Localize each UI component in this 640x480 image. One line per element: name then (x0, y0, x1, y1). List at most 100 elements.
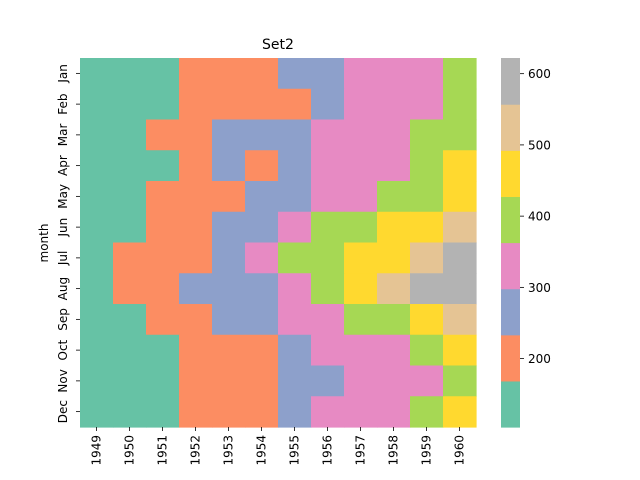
heatmap-cell (179, 304, 213, 336)
heatmap-cell (113, 273, 147, 305)
heatmap-cell (410, 58, 444, 90)
heatmap-cell (146, 334, 180, 367)
heatmap-cell (113, 211, 147, 244)
heatmap-cell (113, 396, 147, 428)
heatmap-cell (278, 211, 312, 244)
heatmap-cell (377, 396, 411, 428)
heatmap-cell (146, 150, 180, 182)
heatmap-cell (410, 365, 444, 397)
heatmap-cell (113, 304, 147, 336)
x-tick-label: 1950 (123, 435, 137, 466)
heatmap-cell (443, 119, 477, 151)
heatmap-cell (278, 181, 312, 213)
heatmap-cell (80, 211, 114, 244)
heatmap-cell (212, 58, 246, 90)
heatmap-cell (113, 334, 147, 367)
heatmap-cell (212, 88, 246, 121)
x-tick-label: 1955 (288, 435, 302, 466)
colorbar-tick-label: 300 (528, 281, 551, 295)
heatmap-cell (311, 150, 345, 182)
heatmap-cell (179, 273, 213, 305)
y-tick-label: Jul (56, 251, 70, 266)
y-tick-label: Mar (56, 123, 70, 146)
x-tick-label: 1952 (189, 435, 203, 466)
heatmap-cell (146, 181, 180, 213)
heatmap-cell (311, 396, 345, 428)
heatmap-cell (278, 273, 312, 305)
heatmap-cell (443, 365, 477, 397)
heatmap-cell (410, 242, 444, 274)
heatmap-cell (179, 181, 213, 213)
heatmap-cell (443, 396, 477, 428)
heatmap-cell (311, 88, 345, 121)
y-tick-label: Jun (56, 218, 70, 238)
heatmap-cell (212, 365, 246, 397)
colorbar-tick-label: 400 (528, 210, 551, 224)
heatmap-cell (344, 242, 378, 274)
heatmap-cell (311, 119, 345, 151)
heatmap-cell (113, 58, 147, 90)
x-tick-label: 1960 (453, 435, 467, 466)
heatmap-cell (377, 304, 411, 336)
heatmap-cell (344, 304, 378, 336)
colorbar-segment (501, 334, 520, 382)
heatmap-cell (344, 181, 378, 213)
y-tick-label: Apr (56, 155, 70, 176)
heatmap-cell (179, 88, 213, 121)
colorbar: 200 300 400 500 600 (501, 58, 551, 428)
heatmap-cell (377, 181, 411, 213)
heatmap-cell (80, 304, 114, 336)
heatmap-cell (278, 365, 312, 397)
y-tick-label: Oct (56, 339, 70, 360)
heatmap-cell (212, 150, 246, 182)
heatmap-cell (344, 334, 378, 367)
y-tick-label: Nov (56, 369, 70, 392)
heatmap-cell (311, 211, 345, 244)
heatmap-cell (278, 304, 312, 336)
heatmap-cell (443, 211, 477, 244)
heatmap-cell (245, 273, 279, 305)
heatmap-cell (443, 150, 477, 182)
heatmap-cell (443, 88, 477, 121)
heatmap-cell (278, 119, 312, 151)
heatmap-cell (146, 211, 180, 244)
heatmap-cell (80, 242, 114, 274)
colorbar-segment (501, 288, 520, 336)
colorbar-tick-label: 500 (528, 138, 551, 152)
heatmap-cell (80, 181, 114, 213)
colorbar-segment (501, 58, 520, 105)
heatmap-cell (113, 242, 147, 274)
heatmap-cell (80, 273, 114, 305)
heatmap-cell (113, 119, 147, 151)
colorbar-segment (501, 196, 520, 244)
heatmap-cell (179, 365, 213, 397)
heatmap-cell (278, 242, 312, 274)
heatmap-cell (344, 396, 378, 428)
heatmap-cell (179, 242, 213, 274)
y-tick-label: May (56, 184, 70, 209)
heatmap-cell (344, 273, 378, 305)
heatmap-cell (212, 211, 246, 244)
heatmap-cell (146, 304, 180, 336)
x-tick-label: 1957 (354, 435, 368, 466)
heatmap-cell (212, 242, 246, 274)
heatmap-cell (344, 88, 378, 121)
heatmap-cell (113, 88, 147, 121)
heatmap-cell (245, 365, 279, 397)
heatmap-cell (410, 211, 444, 244)
colorbar-segment (501, 242, 520, 290)
heatmap-cell (311, 304, 345, 336)
y-tick-labels: Jan Feb Mar Apr May Jun Jul Aug Sep Oct Nov Dec (56, 64, 80, 423)
heatmap-cell (410, 181, 444, 213)
heatmap-cell (146, 88, 180, 121)
heatmap-cell (179, 119, 213, 151)
heatmap-cell (344, 119, 378, 151)
x-tick-label: 1954 (255, 435, 269, 466)
heatmap-cell (146, 365, 180, 397)
heatmap-cell (245, 181, 279, 213)
heatmap-cell (80, 334, 114, 367)
y-tick-label: Feb (56, 94, 70, 115)
heatmap-cell (80, 58, 114, 90)
heatmap-cell (311, 273, 345, 305)
